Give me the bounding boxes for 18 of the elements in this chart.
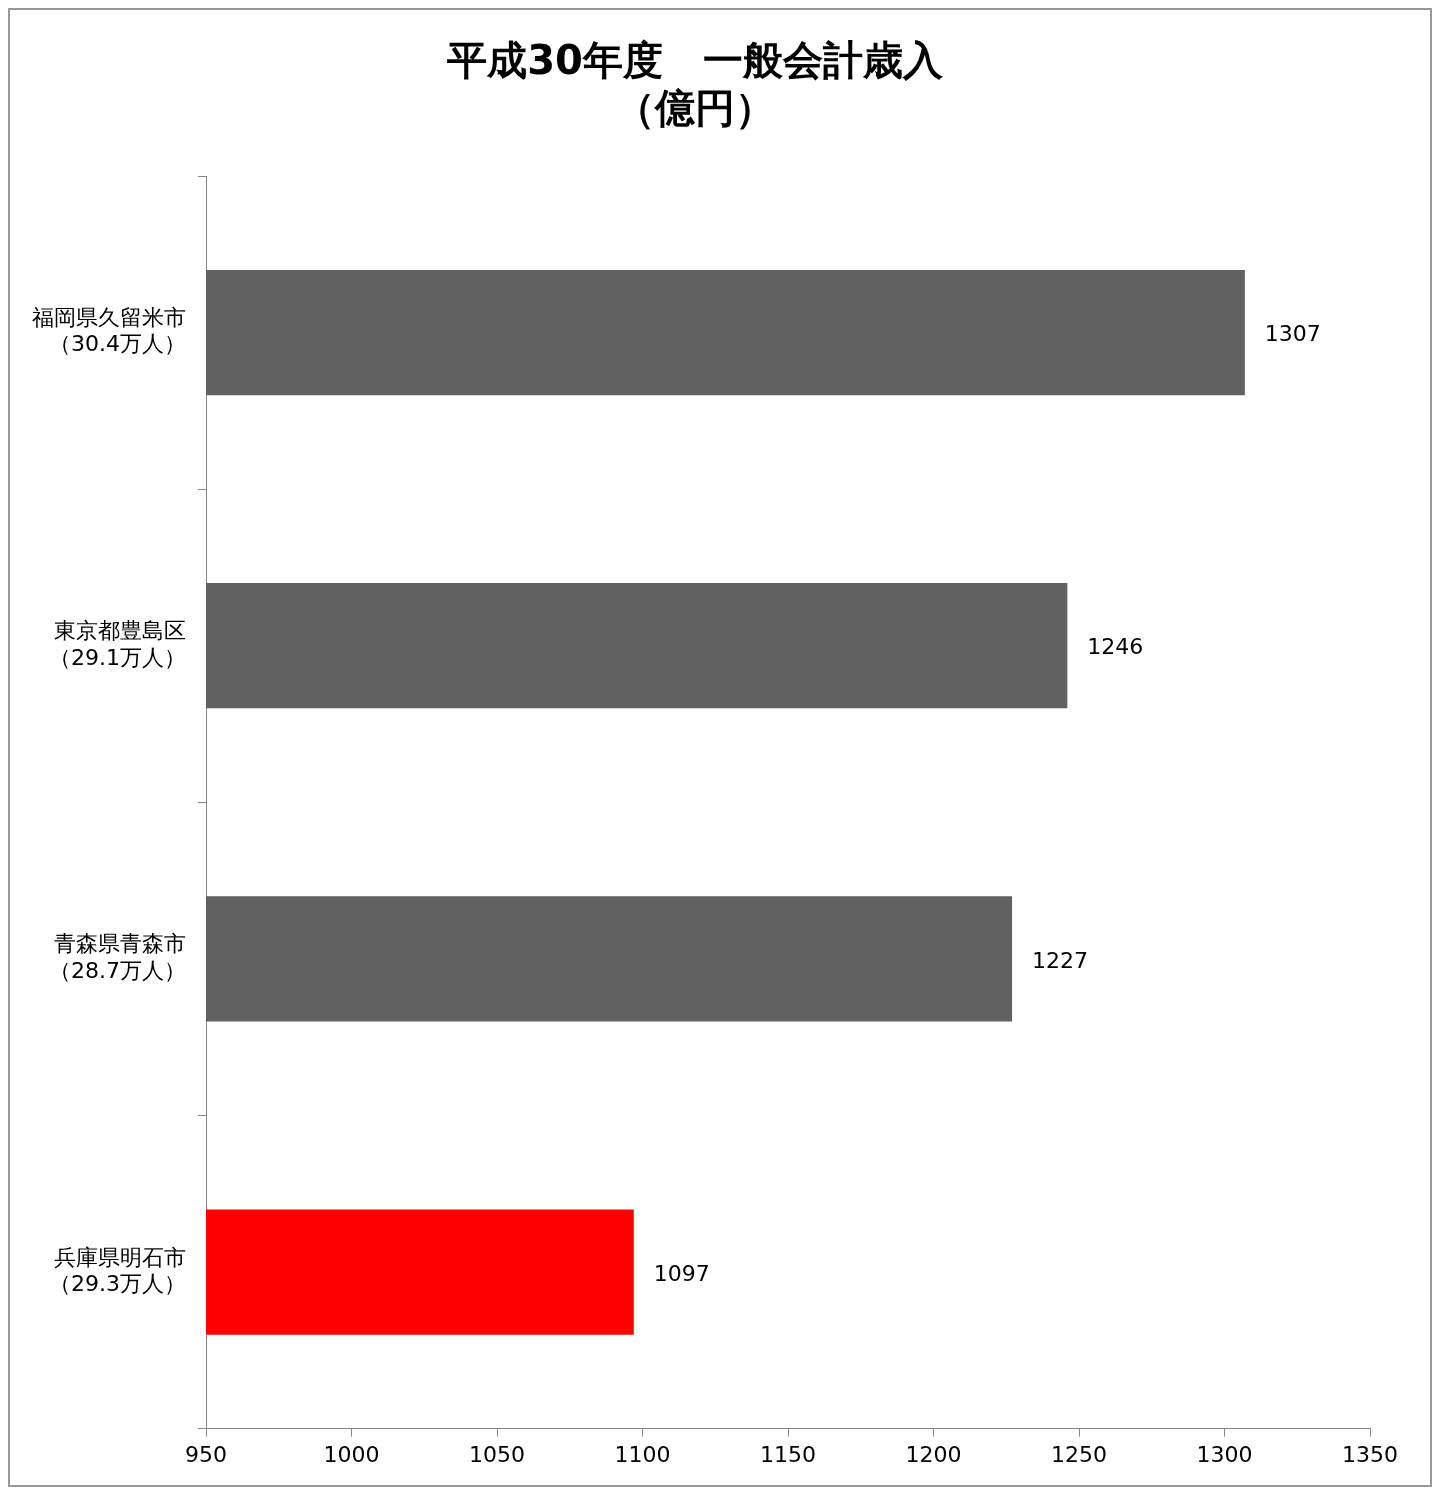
x-tick-label: 1000 <box>323 1441 380 1467</box>
data-label: 1307 <box>1264 321 1321 347</box>
x-tick-label: 1050 <box>469 1441 525 1467</box>
data-label: 1246 <box>1087 634 1144 660</box>
data-label: 1227 <box>1032 947 1089 973</box>
x-tick-label: 1300 <box>1196 1441 1253 1467</box>
x-tick-label: 1100 <box>614 1441 671 1467</box>
data-label: 1097 <box>653 1260 710 1286</box>
y-tick-label: 福岡県久留米市（30.4万人） <box>32 305 186 357</box>
x-tick-label: 1200 <box>905 1441 962 1467</box>
y-tick-label: 兵庫県明石市（29.3万人） <box>49 1244 186 1296</box>
x-tick-label: 1150 <box>760 1441 816 1467</box>
x-tick-label: 1350 <box>1342 1441 1398 1467</box>
x-tick-label: 950 <box>185 1441 227 1467</box>
y-tick-label: 青森県青森市（28.7万人） <box>49 931 186 983</box>
chart-title: 平成30年度 一般会計歳入（億円） <box>446 37 944 132</box>
y-tick-label: 東京都豊島区（29.1万人） <box>49 618 186 670</box>
x-tick-label: 1250 <box>1051 1441 1107 1467</box>
